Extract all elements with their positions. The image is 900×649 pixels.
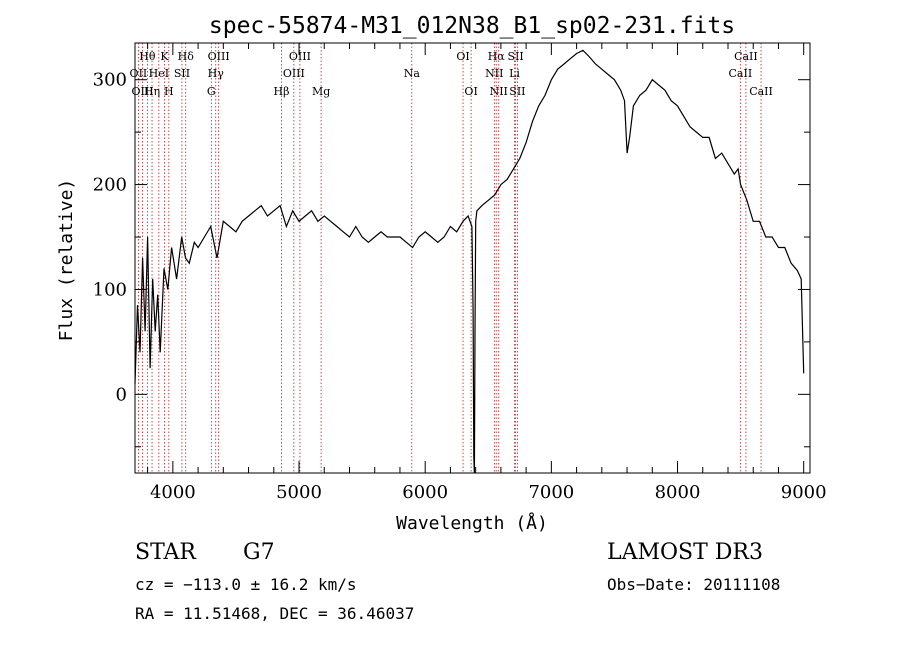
line-marker-label: K: [160, 50, 169, 63]
chart-title: spec-55874-M31_012N38_B1_sp02-231.fits: [209, 13, 735, 39]
line-marker-label: Hδ: [178, 50, 195, 63]
line-marker-label: H: [164, 85, 174, 98]
line-marker-label: G: [207, 85, 216, 98]
ra-dec: RA = 11.51468, DEC = 36.46037: [135, 604, 414, 623]
line-marker-label: OIII: [283, 67, 305, 80]
line-marker-label: SII: [174, 67, 190, 80]
line-marker-label: Li: [509, 67, 520, 80]
line-marker-label: Hβ: [274, 85, 290, 98]
line-marker-label: OIII: [132, 85, 154, 98]
line-marker-label: OIII: [289, 50, 311, 63]
y-tick-label: 100: [93, 279, 127, 300]
x-axis-label: Wavelength (Å): [396, 512, 548, 534]
x-tick-label: 7000: [528, 482, 574, 503]
x-tick-label: 5000: [276, 482, 322, 503]
y-tick-label: 300: [93, 70, 127, 91]
line-marker-label: NII: [485, 67, 503, 80]
spectrum-line: [134, 49, 805, 474]
x-tick-label: 4000: [150, 482, 196, 503]
line-marker-label: SII: [509, 85, 525, 98]
obs-date: Obs−Date: 20111108: [607, 575, 780, 594]
line-marker-label: Mg: [312, 85, 330, 98]
star-subclass: G7: [243, 540, 275, 565]
line-marker-label: Na: [404, 67, 421, 80]
x-tick-label: 9000: [781, 482, 827, 503]
axis-ticks: 4000 5000 6000 7000 8000 9000 0 100 200 300: [93, 43, 827, 503]
line-marker-label: CaII: [729, 67, 753, 80]
x-tick-label: 6000: [402, 482, 448, 503]
line-marker-label: CaII: [734, 50, 758, 63]
line-marker-label: Hη: [144, 85, 160, 98]
line-marker-label: HeI: [149, 67, 169, 80]
line-marker-label: OIII: [208, 50, 230, 63]
y-axis-label: Flux (relative): [56, 179, 77, 342]
x-tick-label: 8000: [655, 482, 701, 503]
line-marker-label: NII: [490, 85, 508, 98]
y-tick-label: 0: [116, 384, 127, 405]
line-marker-label: Hα: [488, 50, 506, 63]
plot-frame: [134, 42, 811, 474]
line-marker-label: OII: [130, 67, 148, 80]
line-marker-label: Hγ: [208, 67, 225, 80]
star-class: STAR: [135, 540, 197, 565]
survey-name: LAMOST DR3: [607, 540, 763, 565]
line-marker-label: Hθ: [139, 50, 156, 63]
line-marker-label: OI: [464, 85, 477, 98]
line-marker-label: SII: [508, 50, 524, 63]
cz-value: cz = −113.0 ± 16.2 km/s: [135, 575, 357, 594]
line-marker-label: OI: [456, 50, 469, 63]
y-tick-label: 200: [93, 175, 127, 196]
line-marker-label: CaII: [749, 85, 773, 98]
